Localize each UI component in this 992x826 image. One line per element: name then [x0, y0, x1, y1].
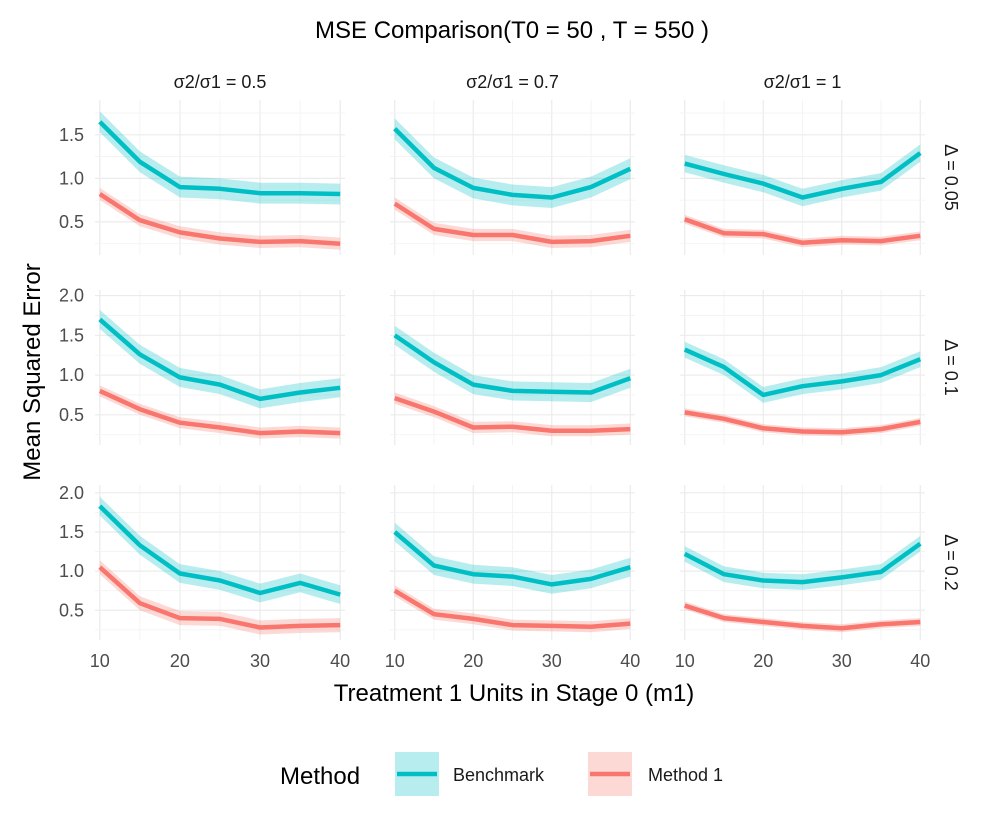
y-axis-title: Mean Squared Error	[19, 263, 46, 480]
series-line-method-1	[98, 565, 341, 630]
panel-r2-c0	[98, 496, 341, 635]
series-line-method-1	[684, 603, 921, 631]
series-line-benchmark	[393, 127, 632, 200]
y-tick-label: 1.0	[59, 365, 84, 385]
ci-band-benchmark	[99, 111, 341, 205]
x-tick-label: 30	[250, 651, 270, 671]
ci-band-benchmark	[394, 522, 631, 594]
series-line-benchmark	[98, 504, 341, 597]
series-line-benchmark	[393, 333, 632, 395]
x-tick-label: 40	[620, 651, 640, 671]
panel-grid-r0-c1	[390, 100, 635, 255]
legend: Method Benchmark Method 1	[280, 752, 723, 796]
x-tick-label: 20	[753, 651, 773, 671]
series-line-method-1	[684, 410, 921, 435]
series-line-method-1	[98, 388, 341, 436]
panel-r2-c2	[683, 535, 922, 633]
y-tick-label: 1.5	[59, 125, 84, 145]
series-line-method-1	[393, 201, 631, 245]
panel-r2-c1	[393, 522, 631, 633]
facet-panels: σ2/σ1 = 0.5 σ2/σ1 = 0.7 σ2/σ1 = 1 Δ = 0.05 Δ…	[59, 72, 961, 671]
panel-grid-r2-c1	[390, 485, 635, 640]
ci-band-method-1	[394, 197, 631, 248]
panel-grid-r1-c1	[390, 290, 635, 445]
ci-band-benchmark	[394, 118, 631, 208]
x-tick-label: 30	[832, 651, 852, 671]
y-tick-label: 0.5	[59, 212, 84, 232]
series-line-benchmark	[393, 530, 631, 587]
panel-r0-c1	[393, 118, 632, 248]
chart-title: MSE Comparison(T0 = 50 , T = 550 )	[315, 17, 709, 44]
ci-band-method-1	[394, 585, 631, 633]
series-line-method-1	[683, 217, 921, 246]
x-tick-label: 10	[385, 651, 405, 671]
legend-title: Method	[280, 763, 360, 790]
series-line-benchmark	[98, 120, 341, 197]
strip-label-row-0: Δ = 0.05	[941, 144, 961, 211]
ci-band-benchmark	[684, 144, 921, 207]
series-line-benchmark	[684, 151, 922, 200]
x-tick-label: 30	[542, 651, 562, 671]
series-line-method-1	[393, 588, 631, 629]
panel-r0-c0	[98, 111, 341, 250]
x-axis-title: Treatment 1 Units in Stage 0 (m1)	[334, 680, 695, 707]
x-tick-label: 40	[910, 651, 930, 671]
ci-band-benchmark	[684, 341, 921, 403]
panel-r1-c1	[393, 325, 632, 437]
strip-label-col-2: σ2/σ1 = 1	[764, 72, 842, 92]
panel-r0-c2	[683, 144, 922, 248]
legend-label-benchmark: Benchmark	[453, 765, 545, 785]
series-line-method-1	[393, 395, 631, 433]
series-line-benchmark	[683, 541, 922, 585]
y-tick-label: 1.0	[59, 168, 84, 188]
strip-label-row-2: Δ = 0.2	[941, 534, 961, 591]
ci-band-benchmark	[394, 325, 631, 403]
legend-label-method-1: Method 1	[648, 765, 723, 785]
ci-band-method-1	[99, 560, 341, 635]
panel-grid-r2-c0	[95, 485, 345, 640]
panel-grid-r0-c0	[95, 100, 345, 255]
y-tick-label: 0.5	[59, 600, 84, 620]
ci-band-method-1	[394, 392, 631, 437]
x-tick-label: 20	[170, 651, 190, 671]
panel-r1-c0	[98, 309, 341, 439]
y-tick-label: 1.5	[59, 522, 84, 542]
y-tick-label: 0.5	[59, 405, 84, 425]
x-tick-label: 20	[463, 651, 483, 671]
strip-label-row-1: Δ = 0.1	[941, 339, 961, 396]
panel-grid-r1-c0	[95, 290, 345, 445]
series-line-benchmark	[98, 317, 341, 402]
y-tick-label: 1.0	[59, 561, 84, 581]
y-tick-label: 1.5	[59, 325, 84, 345]
y-tick-label: 2.0	[59, 286, 84, 306]
strip-label-col-1: σ2/σ1 = 0.7	[466, 72, 559, 92]
panel-r1-c2	[683, 341, 922, 437]
x-tick-label: 10	[675, 651, 695, 671]
x-tick-label: 10	[90, 651, 110, 671]
series-line-method-1	[98, 192, 341, 246]
series-line-benchmark	[683, 347, 922, 398]
y-tick-label: 2.0	[59, 483, 84, 503]
strip-label-col-0: σ2/σ1 = 0.5	[174, 72, 267, 92]
x-tick-label: 40	[330, 651, 350, 671]
